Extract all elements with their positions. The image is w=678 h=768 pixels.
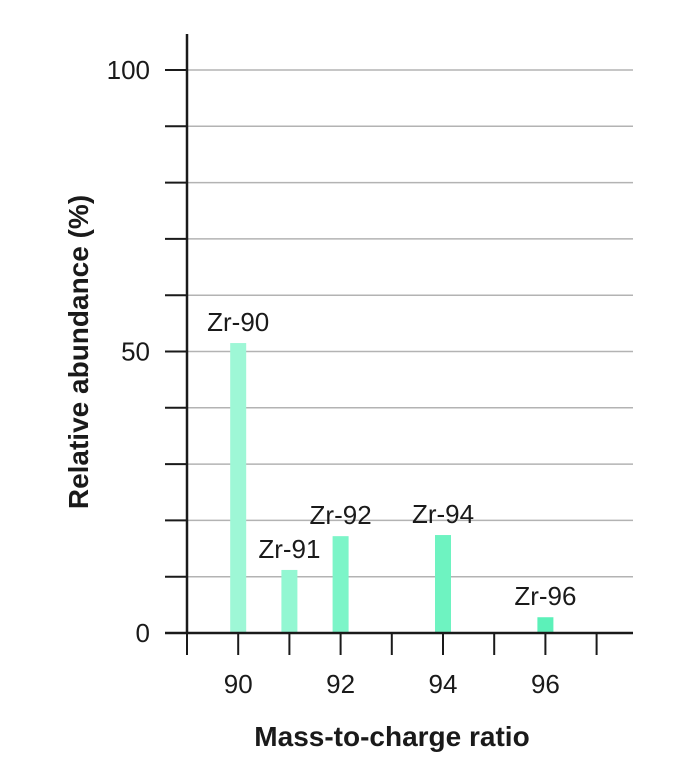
x-tick-label-96: 96 (531, 669, 560, 699)
bar-label-zr-94: Zr-94 (412, 499, 474, 529)
axes (165, 34, 633, 655)
y-tick-label-100: 100 (107, 55, 150, 85)
x-axis-title: Mass-to-charge ratio (254, 721, 529, 752)
bar-label-zr-96: Zr-96 (514, 581, 576, 611)
x-tick-label-92: 92 (326, 669, 355, 699)
bar-label-zr-91: Zr-91 (258, 534, 320, 564)
bar-zr-96 (537, 617, 554, 633)
bars (230, 343, 554, 633)
x-tick-label-90: 90 (224, 669, 253, 699)
bar-zr-91 (281, 569, 298, 633)
gridlines (187, 69, 633, 578)
bar-label-zr-90: Zr-90 (207, 307, 269, 337)
bar-zr-94 (435, 535, 451, 633)
bar-zr-90 (230, 343, 247, 633)
y-tick-label-50: 50 (121, 337, 150, 367)
bar-label-zr-92: Zr-92 (310, 500, 372, 530)
labels: Zr-90 Zr-91 Zr-92 Zr-94 Zr-96 90 92 94 96 0 50 100 (107, 55, 577, 699)
x-tick-label-94: 94 (429, 669, 458, 699)
bar-zr-92 (332, 536, 349, 633)
y-axis-title: Relative abundance (%) (63, 195, 94, 509)
y-tick-label-0: 0 (136, 618, 150, 648)
